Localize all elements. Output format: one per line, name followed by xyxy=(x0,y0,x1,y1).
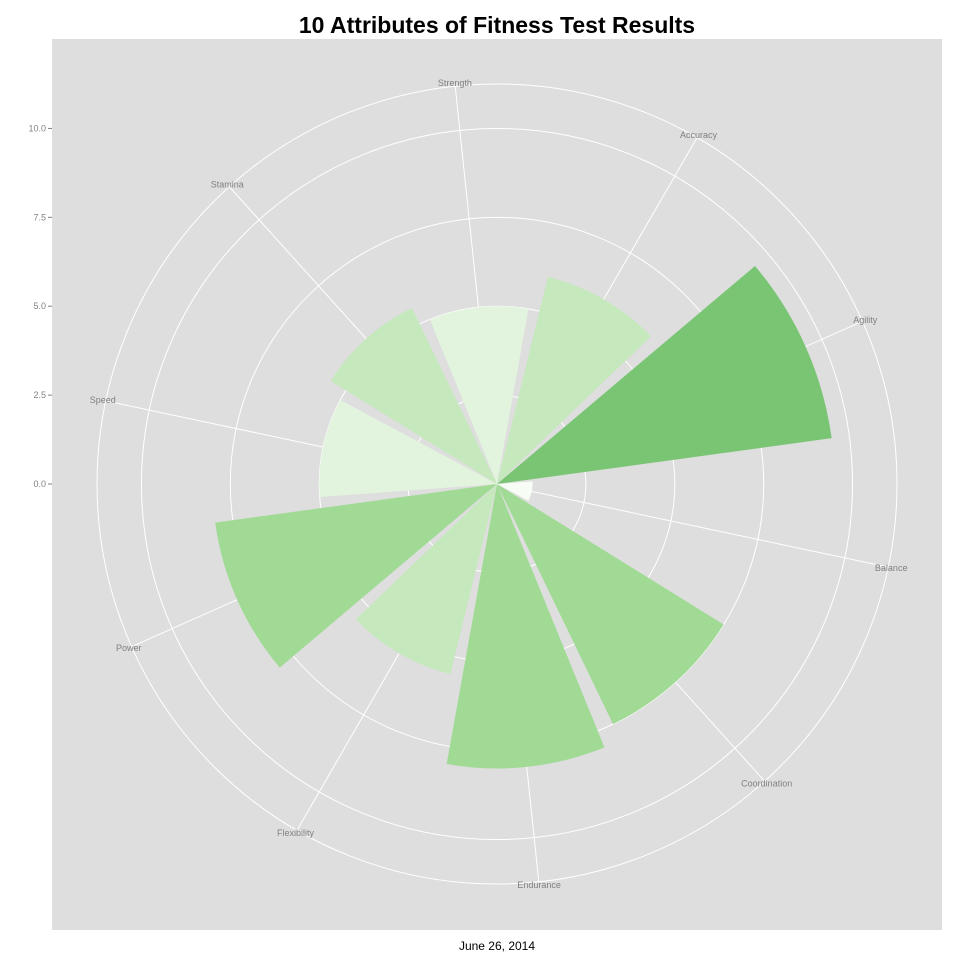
grid-circle xyxy=(96,83,898,885)
category-label-balance: Balance xyxy=(875,563,908,573)
category-label-endurance: Endurance xyxy=(517,880,561,890)
grid-spoke xyxy=(496,483,889,568)
category-label-flexibility: Flexibility xyxy=(277,828,315,838)
y-tick-label: 10.0 xyxy=(28,123,46,133)
x-axis-label: June 26, 2014 xyxy=(459,939,535,953)
category-label-coordination: Coordination xyxy=(741,779,792,789)
y-tick-label: 2.5 xyxy=(33,390,46,400)
bar-balance xyxy=(497,481,533,501)
bar-coordination xyxy=(497,484,724,725)
chart-title: 10 Attributes of Fitness Test Results xyxy=(298,12,696,38)
bar-strength xyxy=(429,306,529,484)
bar-endurance xyxy=(446,484,605,769)
y-tick-label: 7.5 xyxy=(33,212,46,222)
bar-stamina xyxy=(330,307,497,484)
y-tick-label: 0.0 xyxy=(33,479,46,489)
category-label-strength: Strength xyxy=(438,78,472,88)
category-label-speed: Speed xyxy=(90,395,116,405)
category-label-accuracy: Accuracy xyxy=(680,130,718,140)
category-label-power: Power xyxy=(116,643,142,653)
category-label-stamina: Stamina xyxy=(211,180,244,190)
category-labels: Accuracy Agility Balance Coordination Endura… xyxy=(90,78,908,890)
category-label-agility: Agility xyxy=(853,315,878,325)
y-tick-label: 5.0 xyxy=(33,301,46,311)
bar-speed xyxy=(319,399,497,498)
bar-agility xyxy=(497,265,832,484)
grid-circle xyxy=(140,127,854,841)
bars xyxy=(215,265,832,769)
bar-flexibility xyxy=(355,484,497,674)
bar-power xyxy=(215,484,497,668)
y-axis: 0.0 2.5 5.0 7.5 10.0 xyxy=(28,123,52,489)
bar-accuracy xyxy=(497,276,651,484)
